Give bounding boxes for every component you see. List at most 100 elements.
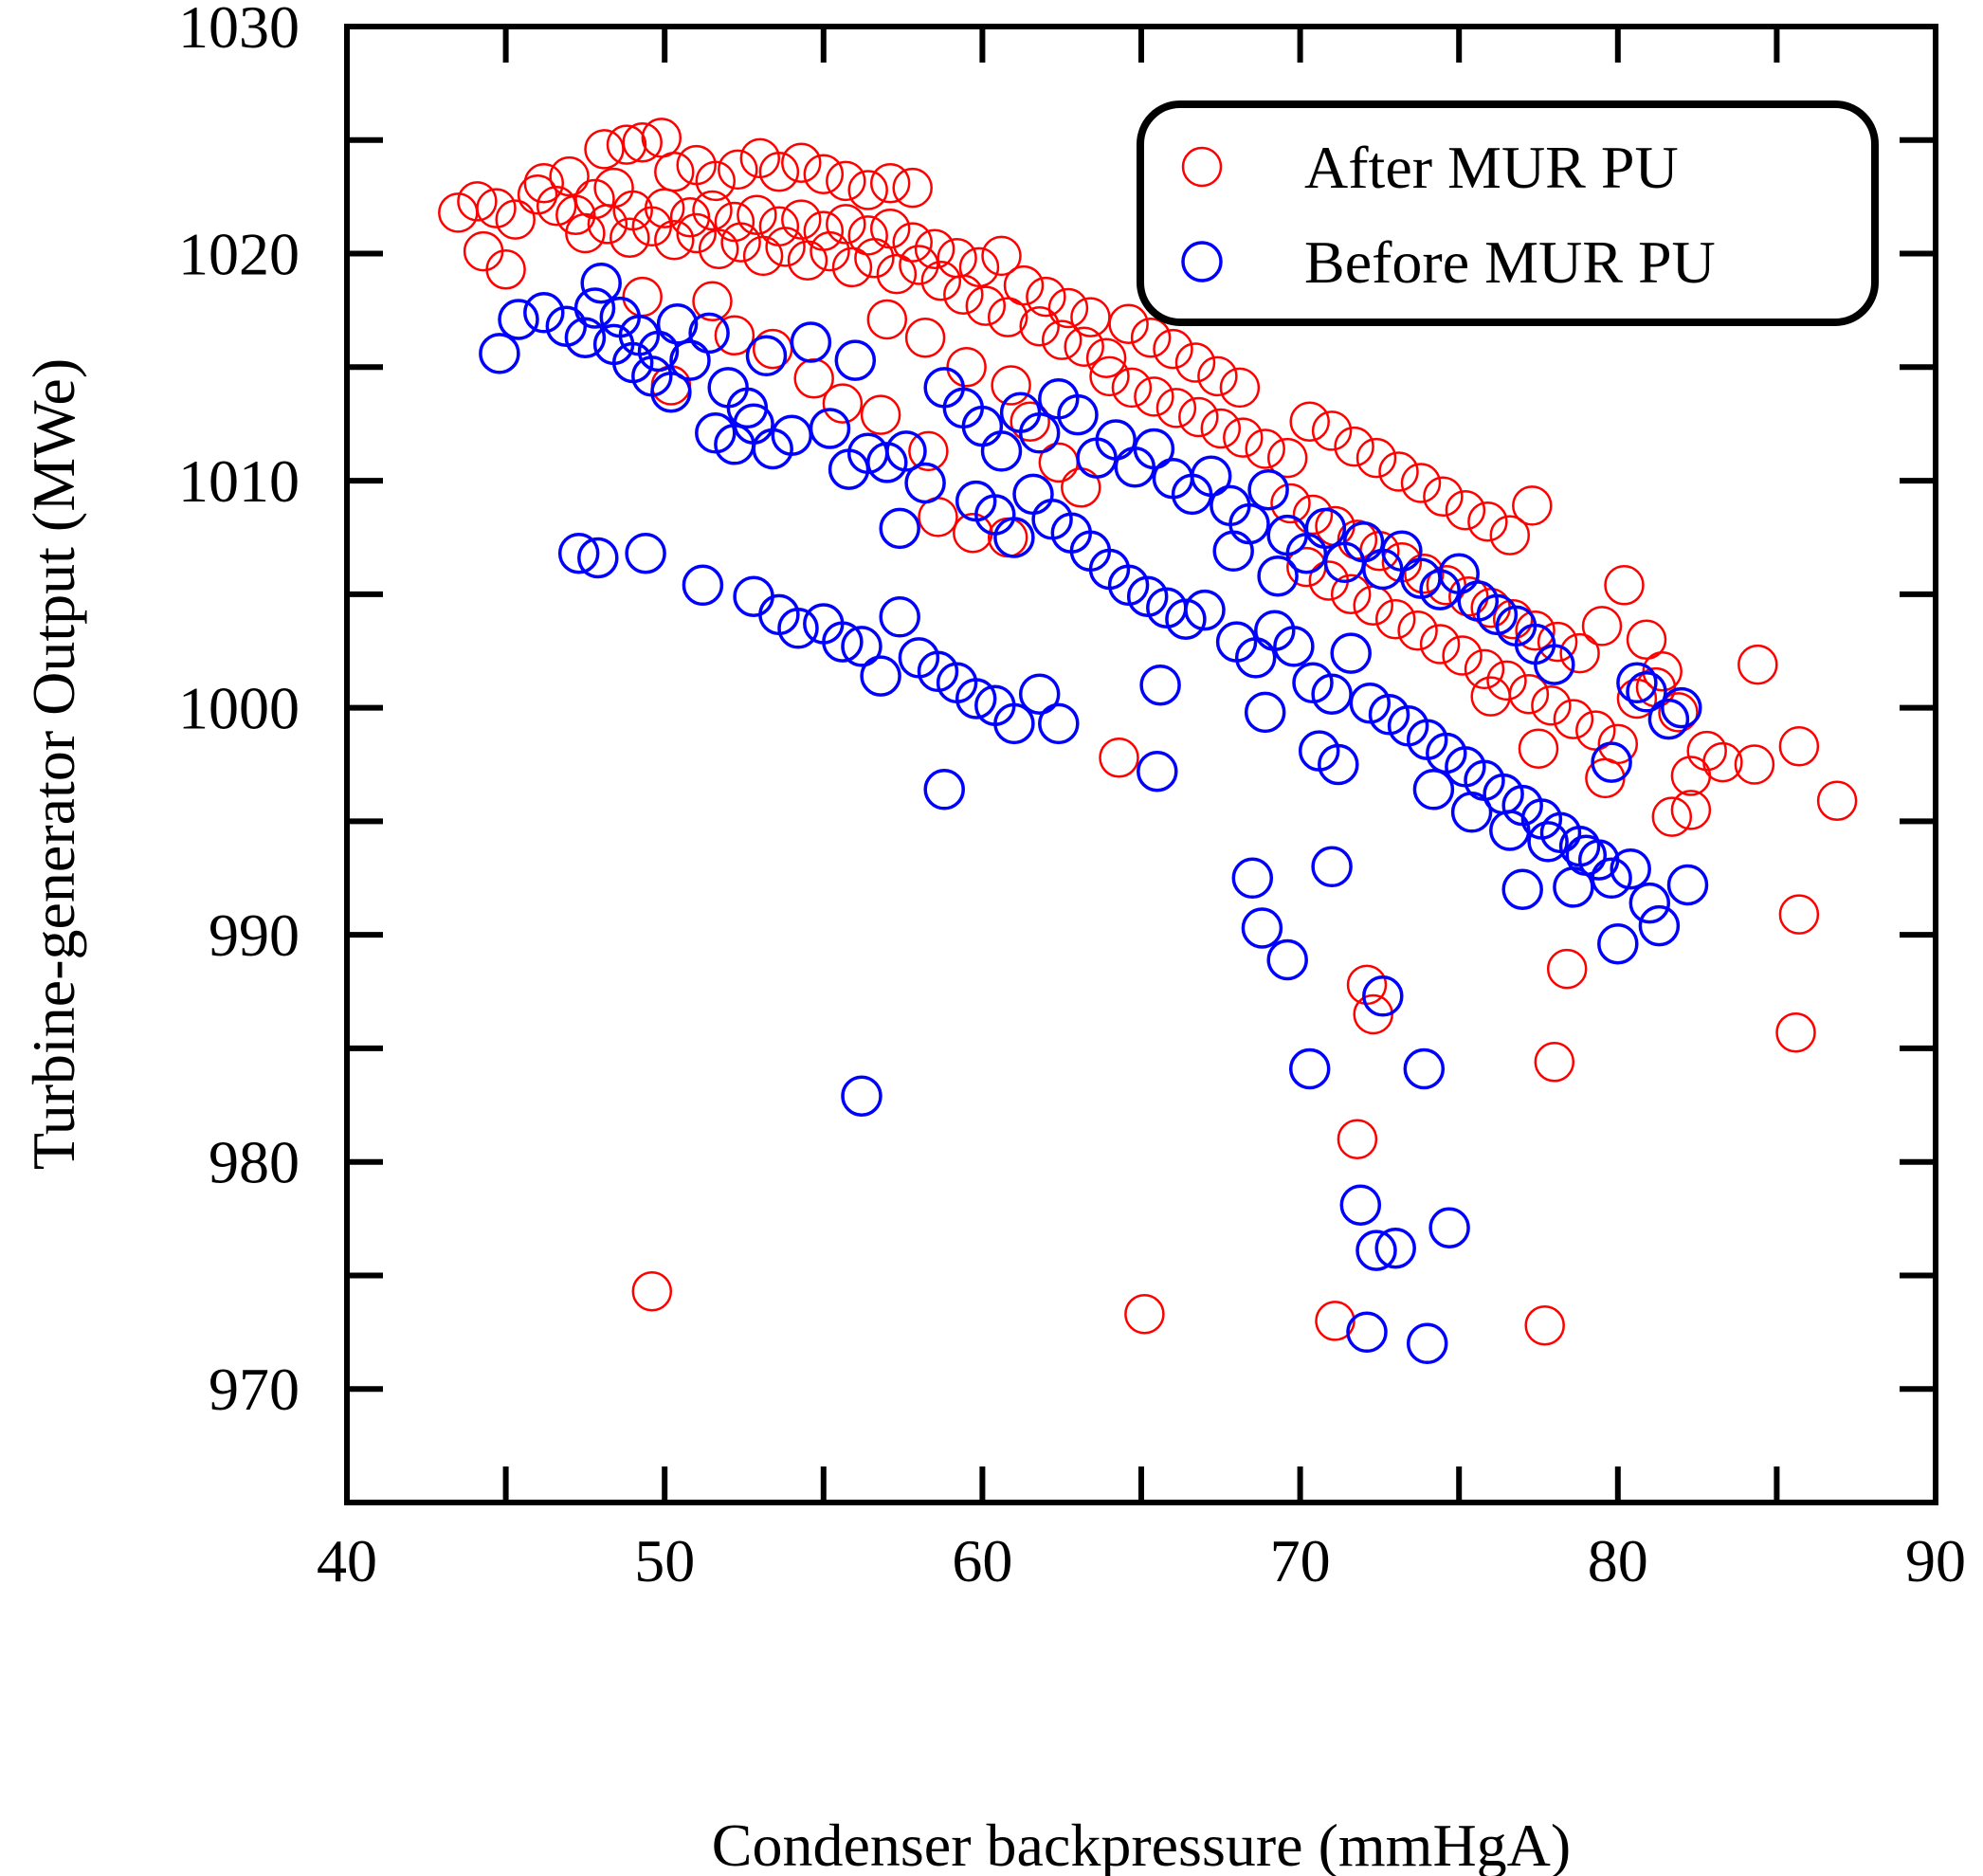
data-point [742, 235, 784, 277]
data-point [1153, 328, 1193, 370]
data-point [1374, 598, 1416, 640]
data-point [1591, 741, 1632, 783]
data-point [1070, 297, 1111, 337]
data-point [822, 621, 864, 663]
data-point [1661, 686, 1702, 729]
data-point [1212, 530, 1254, 573]
y-tick-label: 1010 [178, 447, 300, 515]
data-point [1223, 417, 1264, 458]
data-point [1139, 664, 1181, 706]
data-point [918, 497, 958, 537]
data-point [1642, 651, 1683, 692]
data-point [1003, 264, 1045, 306]
data-point [1311, 846, 1353, 888]
data-point [876, 253, 918, 295]
data-point [860, 394, 901, 435]
data-point [1342, 521, 1385, 563]
data-point [536, 185, 577, 227]
data-point [587, 204, 628, 245]
data-point [1010, 401, 1050, 443]
data-point [1085, 337, 1127, 378]
data-point [1374, 1227, 1416, 1269]
data-point [1406, 1322, 1448, 1365]
data-point [714, 315, 755, 356]
y-tick-label: 990 [209, 902, 300, 969]
data-point [965, 285, 1007, 326]
data-point [1534, 1042, 1575, 1083]
data-point [564, 317, 607, 358]
x-tick-label: 80 [1588, 1527, 1648, 1594]
data-point [1197, 355, 1238, 397]
data-point [1178, 396, 1219, 438]
data-point [1064, 326, 1104, 367]
data-point [955, 678, 997, 719]
data-point [1670, 790, 1712, 830]
data-point [1018, 673, 1061, 715]
data-point [1257, 555, 1299, 597]
data-point [1041, 319, 1082, 360]
data-point [557, 532, 600, 574]
data-point [946, 347, 987, 388]
data-point [1231, 857, 1274, 900]
data-point [841, 626, 882, 667]
data-point [885, 430, 927, 472]
data-point [1219, 367, 1261, 409]
data-point [1124, 1293, 1165, 1335]
data-point [1174, 342, 1216, 383]
data-point [752, 328, 793, 370]
data-point [1270, 483, 1311, 524]
data-point [790, 321, 832, 363]
series-before-mur-pu [479, 262, 1709, 1365]
data-point [718, 149, 758, 191]
data-point [1527, 821, 1569, 863]
data-point [745, 335, 788, 377]
data-point [1247, 468, 1289, 511]
legend-box [1137, 100, 1879, 326]
data-point [1616, 678, 1658, 719]
data-point [1501, 868, 1543, 910]
data-point [904, 317, 946, 358]
data-point [584, 129, 625, 170]
data-point [892, 167, 933, 209]
data-point [1362, 975, 1404, 1017]
data-point [860, 655, 901, 697]
data-point [676, 212, 717, 254]
data-point [1512, 485, 1553, 526]
data-point [980, 430, 1023, 472]
data-point [1778, 894, 1820, 935]
data-point [899, 245, 939, 285]
data-point [1137, 750, 1178, 792]
data-point [463, 230, 504, 272]
data-point [777, 608, 819, 649]
data-point [1315, 1301, 1355, 1341]
legend: After MUR PU Before MUR PU [1137, 100, 1879, 326]
data-point [1130, 317, 1172, 358]
data-point [1304, 507, 1347, 550]
data-point [650, 371, 692, 413]
data-point [1318, 743, 1359, 786]
data-point [1155, 388, 1197, 428]
data-point [1397, 610, 1438, 651]
y-tick-label: 970 [209, 1356, 300, 1423]
x-tick-label: 90 [1905, 1527, 1966, 1594]
data-point [549, 155, 590, 197]
data-point [1553, 699, 1594, 739]
data-point [892, 222, 933, 263]
data-point [866, 299, 908, 340]
data-point [1626, 671, 1667, 713]
data-point [1423, 476, 1464, 518]
data-point [1666, 864, 1709, 906]
series-layer [438, 118, 1858, 1365]
data-point [1412, 769, 1455, 811]
data-point [1489, 515, 1531, 556]
data-point [981, 235, 1022, 277]
data-point [573, 287, 616, 329]
data-point [937, 238, 977, 279]
data-point [1334, 426, 1374, 467]
data-point [654, 219, 695, 261]
data-point [993, 702, 1035, 745]
y-tick-label: 980 [209, 1129, 300, 1196]
data-point [1470, 676, 1511, 717]
data-point [656, 303, 699, 345]
